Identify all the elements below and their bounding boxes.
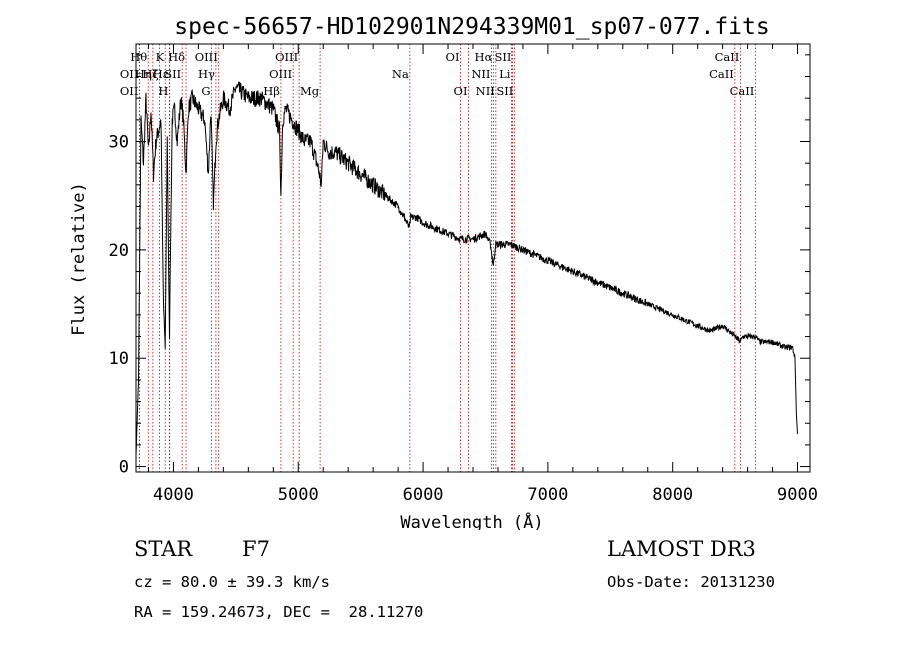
y-tick-label: 20 xyxy=(109,241,129,261)
line-marker-label: Na xyxy=(392,67,409,81)
object-subclass: F7 xyxy=(242,537,270,561)
y-axis-label: Flux (relative) xyxy=(69,182,89,336)
chart-title: spec-56657-HD102901N294339M01_sp07-077.f… xyxy=(174,14,769,40)
line-marker-label: CaII xyxy=(730,84,755,98)
line-marker-label: Hε xyxy=(153,67,169,81)
line-marker-label: Li xyxy=(499,67,511,81)
line-marker-label: Hη xyxy=(135,67,152,81)
line-marker-label: Mg xyxy=(300,84,320,98)
line-marker-label: OI xyxy=(454,84,468,98)
line-marker-label: Hα xyxy=(475,50,493,64)
redshift-readout: cz = 80.0 ± 39.3 km/s xyxy=(134,573,330,591)
x-tick-label: 4000 xyxy=(153,485,194,505)
line-marker-label: SII xyxy=(496,84,513,98)
x-tick-label: 8000 xyxy=(652,485,693,505)
x-axis-label: Wavelength (Å) xyxy=(400,511,543,530)
line-marker-label: OIII xyxy=(195,50,218,64)
x-tick-label: 5000 xyxy=(278,485,319,505)
x-tick-label: 9000 xyxy=(777,485,818,505)
line-marker-label: OIII xyxy=(275,50,298,64)
x-tick-label: 7000 xyxy=(527,485,568,505)
spectrum-chart: spec-56657-HD102901N294339M01_sp07-077.f… xyxy=(69,14,818,530)
line-marker-label: OI xyxy=(446,50,460,64)
plot-axes: 4000 5000 6000 7000 8000 9000 0 10 20 30 xyxy=(109,43,818,505)
line-marker-label: Hδ xyxy=(168,50,185,64)
line-marker-label: H xyxy=(158,84,168,98)
survey-name: LAMOST DR3 xyxy=(607,537,756,561)
x-tick-label: 6000 xyxy=(403,485,444,505)
plot-frame xyxy=(135,43,811,473)
line-marker-label: NII xyxy=(471,67,490,81)
line-marker-label: OII xyxy=(120,67,139,81)
spectrum-line xyxy=(135,81,798,456)
line-marker-label: K xyxy=(156,50,165,64)
coordinates-readout: RA = 159.24673, DEC = 28.11270 xyxy=(134,603,424,621)
line-marker-label: OII xyxy=(120,84,139,98)
y-tick-label: 0 xyxy=(119,458,129,478)
line-marker-label: Hβ xyxy=(263,84,280,98)
y-tick-label: 10 xyxy=(109,349,129,369)
spectrum-series xyxy=(135,81,798,456)
line-marker-label: CaII xyxy=(709,67,734,81)
y-tick-label: 30 xyxy=(109,133,129,153)
line-marker-label: Hθ xyxy=(130,50,147,64)
observation-date: Obs-Date: 20131230 xyxy=(607,573,775,591)
line-marker-label: SII xyxy=(494,50,511,64)
line-marker-label: G xyxy=(201,84,210,98)
line-marker-label: NII xyxy=(476,84,495,98)
line-marker-label: Hγ xyxy=(198,67,215,81)
object-class: STAR xyxy=(134,537,193,561)
line-marker-label: OIII xyxy=(269,67,292,81)
line-marker-label: SII xyxy=(164,67,181,81)
line-marker-label: CaII xyxy=(715,50,740,64)
line-marker-label: Hζ xyxy=(142,67,158,81)
